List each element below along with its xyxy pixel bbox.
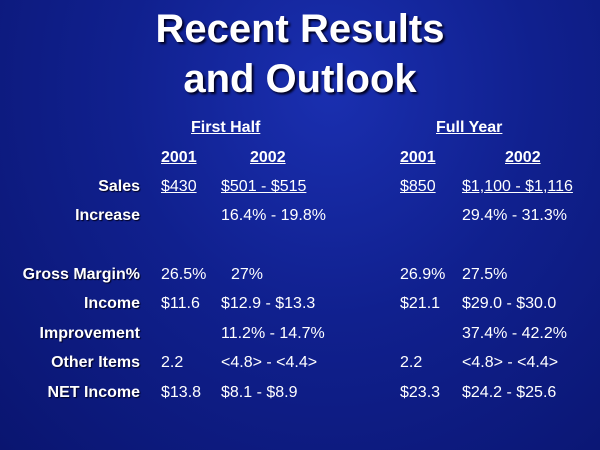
cell-increase-fh2002: 16.4% - 19.8%: [221, 207, 326, 224]
row-label-sales: Sales: [98, 178, 140, 195]
cell-other-items-fy2002: <4.8> - <4.4>: [462, 354, 559, 371]
header-full-year: Full Year: [436, 119, 503, 136]
cell-improvement-fy2002: 37.4% - 42.2%: [462, 325, 567, 342]
slide-title-line-1: Recent Results: [155, 7, 445, 51]
header-first-half-2002: 2002: [250, 149, 286, 166]
cell-gross-margin-fh2002: 27%: [231, 266, 264, 283]
cell-sales-fy2002: $1,100 - $1,116: [462, 178, 573, 195]
cell-other-items-fh2002: <4.8> - <4.4>: [221, 354, 318, 371]
cell-net-income-fy2002: $24.2 - $25.6: [462, 384, 557, 401]
cell-other-items-fy2001: 2.2: [400, 354, 423, 371]
header-first-half: First Half: [191, 119, 261, 136]
cell-gross-margin-fh2001: 26.5%: [161, 266, 207, 283]
cell-income-fh2001: $11.6: [161, 295, 200, 312]
row-label-income: Income: [83, 295, 140, 312]
cell-other-items-fh2001: 2.2: [161, 354, 184, 371]
cell-gross-margin-fy2001: 26.9%: [400, 266, 446, 283]
cell-income-fy2002: $29.0 - $30.0: [462, 295, 557, 312]
cell-net-income-fh2001: $13.8: [161, 384, 202, 401]
row-label-improvement: Improvement: [39, 325, 140, 342]
cell-net-income-fh2002: $8.1 - $8.9: [221, 384, 298, 401]
cell-sales-fy2001: $850: [400, 178, 436, 195]
cell-sales-fh2002: $501 - $515: [221, 178, 307, 195]
row-label-other-items: Other Items: [51, 354, 140, 371]
header-full-year-2002: 2002: [505, 149, 541, 166]
cell-income-fh2002: $12.9 - $13.3: [221, 295, 316, 312]
row-label-net-income: NET Income: [47, 384, 140, 401]
cell-increase-fy2002: 29.4% - 31.3%: [462, 207, 567, 224]
header-full-year-2001: 2001: [400, 149, 436, 166]
cell-improvement-fh2002: 11.2% - 14.7%: [221, 325, 325, 342]
cell-gross-margin-fy2002: 27.5%: [462, 266, 508, 283]
slide-title-line-2: and Outlook: [183, 57, 417, 101]
row-label-increase: Increase: [75, 207, 140, 224]
cell-net-income-fy2001: $23.3: [400, 384, 441, 401]
cell-income-fy2001: $21.1: [400, 295, 441, 312]
header-first-half-2001: 2001: [161, 149, 197, 166]
row-label-gross-margin: Gross Margin%: [22, 266, 140, 283]
cell-sales-fh2001: $430: [161, 178, 197, 195]
